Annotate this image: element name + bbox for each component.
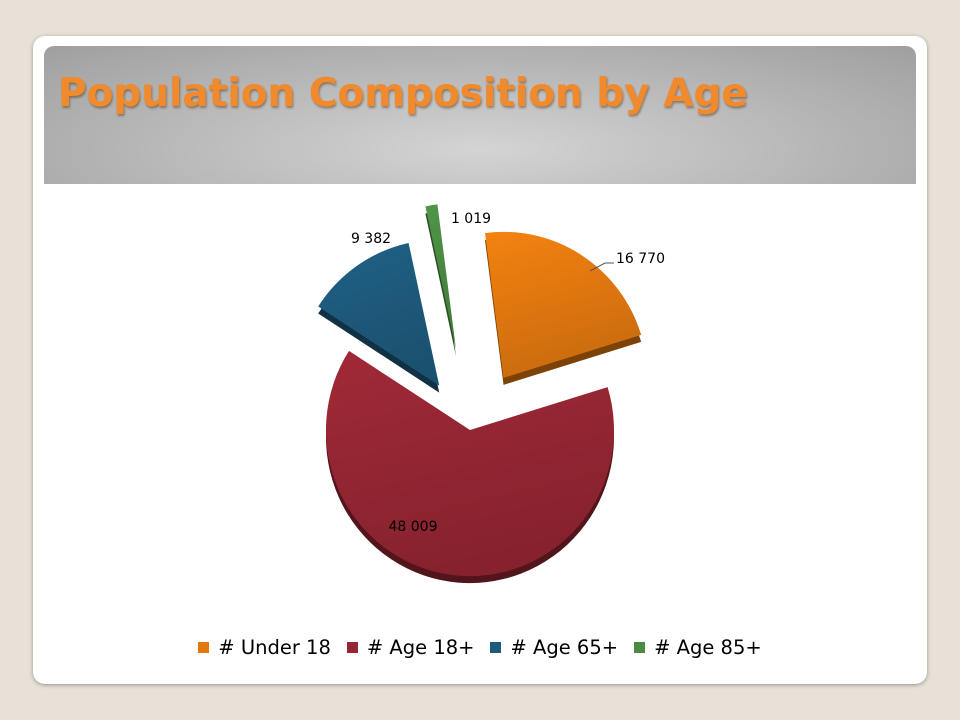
data-label-age-85-plus: 1 019 [451,211,491,227]
slice-age-85-plus [425,204,456,350]
slice-side-age-85-plus [425,211,456,357]
legend-swatch-age-65-plus [490,641,502,653]
legend-label-age-18-plus: # Age 18+ [366,635,475,659]
legend-label-age-85-plus: # Age 85+ [654,635,762,659]
legend-item-age-18-plus: # Age 18+ [346,635,475,659]
data-label-under-18: 16 770 [616,251,665,267]
data-label-age-65-plus: 9 382 [351,231,391,247]
legend-item-age-65-plus: # Age 65+ [490,636,618,659]
slice-age-18-plus [325,350,614,577]
data-label-age-18-plus: 48 009 [389,519,438,535]
leader-line-under-18 [589,262,614,272]
legend-label-under-18: # Under 18 [218,635,331,659]
title-band [44,46,916,184]
legend-item-age-85-plus: # Age 85+ [634,636,762,659]
chart-legend: # Under 18 # Age 18+ # Age 65+ # Age 85+ [0,633,960,661]
slice-age-65-plus [318,243,440,386]
slide-title: Population Composition by Age [58,71,748,116]
legend-item-under-18: # Under 18 [198,636,331,659]
legend-swatch-under-18 [198,641,210,653]
legend-label-age-65-plus: # Age 65+ [510,635,619,659]
legend-swatch-age-18-plus [346,641,358,653]
legend-swatch-age-85-plus [634,641,646,653]
slice-under-18 [485,231,642,378]
